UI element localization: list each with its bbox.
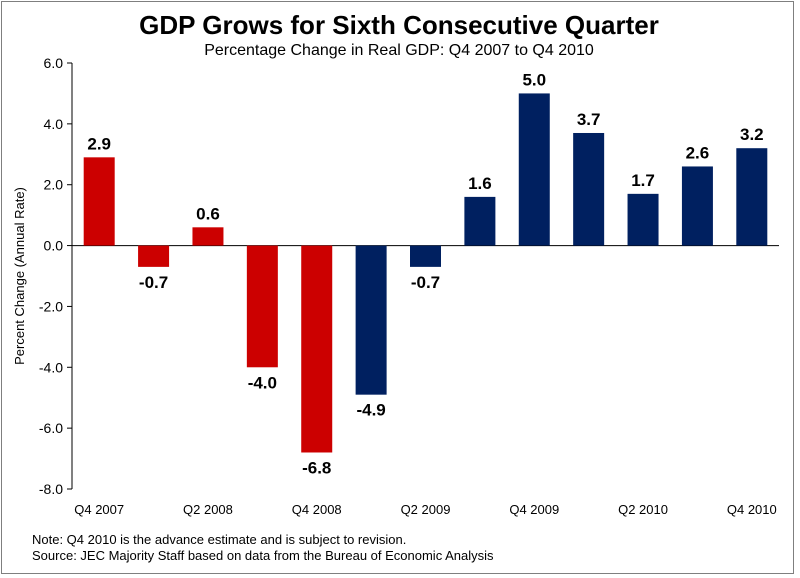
- bar-q4-2009: [518, 93, 550, 246]
- y-tick-label: 6.0: [44, 55, 64, 71]
- bar-q3-2008: [246, 245, 278, 368]
- data-label: -6.8: [302, 458, 331, 477]
- bar-q2-2009: [410, 245, 441, 267]
- bar-chart: 6.0 4.0 2.0 0.0 -2.0 -4.0 -6.0 -8.0 2.9 -0.7 0.6 -…: [12, 55, 779, 517]
- chart-title: GDP Grows for Sixth Consecutive Quarter: [139, 10, 659, 40]
- data-label: -0.7: [411, 273, 440, 292]
- x-tick-label: Q4 2009: [509, 502, 559, 517]
- bar-q1-2009: [355, 245, 387, 395]
- x-tick-label: Q4 2010: [727, 502, 777, 517]
- bar-q3-2010: [681, 166, 713, 246]
- data-label: -4.9: [356, 401, 385, 420]
- x-tick-label: Q2 2008: [183, 502, 233, 517]
- data-label: 2.9: [87, 134, 111, 153]
- data-label: 5.0: [522, 70, 546, 89]
- data-label: 2.6: [686, 143, 710, 162]
- bar-q4-2007: [83, 157, 115, 246]
- bar-q4-2008: [301, 245, 333, 453]
- bar-q2-2010: [627, 193, 659, 246]
- bar-q2-2008: [192, 227, 224, 246]
- bar-q4-2010: [736, 148, 768, 246]
- y-tick-label: -6.0: [39, 420, 63, 436]
- bar-q1-2008: [138, 245, 170, 267]
- y-tick-label: -4.0: [39, 359, 63, 375]
- value-labels: 2.9 -0.7 0.6 -4.0 -6.8 -4.9 -0.7 1.6 5.0 3.7 1.7 2.…: [87, 70, 763, 477]
- data-label: 3.2: [740, 125, 764, 144]
- y-tick-label: -2.0: [39, 298, 63, 314]
- y-ticks: 6.0 4.0 2.0 0.0 -2.0 -4.0 -6.0 -8.0: [39, 55, 72, 497]
- y-tick-label: 2.0: [44, 177, 64, 193]
- x-tick-label: Q2 2010: [618, 502, 668, 517]
- data-label: 1.7: [631, 171, 655, 190]
- x-tick-label: Q4 2008: [292, 502, 342, 517]
- data-label: -0.7: [139, 273, 168, 292]
- y-tick-label: -8.0: [39, 481, 63, 497]
- footnote-source: Source: JEC Majority Staff based on data…: [32, 548, 494, 563]
- footnote-revision: Note: Q4 2010 is the advance estimate an…: [32, 532, 407, 547]
- data-label: -4.0: [248, 373, 277, 392]
- bar-q1-2010: [573, 132, 605, 246]
- x-tick-labels: Q4 2007 Q2 2008 Q4 2008 Q2 2009 Q4 2009 Q2 20…: [74, 502, 776, 517]
- data-label: 0.6: [196, 204, 220, 223]
- bar-q3-2009: [464, 196, 496, 246]
- data-label: 1.6: [468, 174, 492, 193]
- x-tick-label: Q2 2009: [401, 502, 451, 517]
- y-tick-label: 4.0: [44, 116, 64, 132]
- data-label: 3.7: [577, 110, 601, 129]
- bars: [83, 93, 768, 453]
- y-axis-label: Percent Change (Annual Rate): [12, 187, 27, 365]
- x-tick-label: Q4 2007: [74, 502, 124, 517]
- y-tick-label: 0.0: [44, 238, 64, 254]
- chart-subtitle: Percentage Change in Real GDP: Q4 2007 t…: [204, 42, 594, 59]
